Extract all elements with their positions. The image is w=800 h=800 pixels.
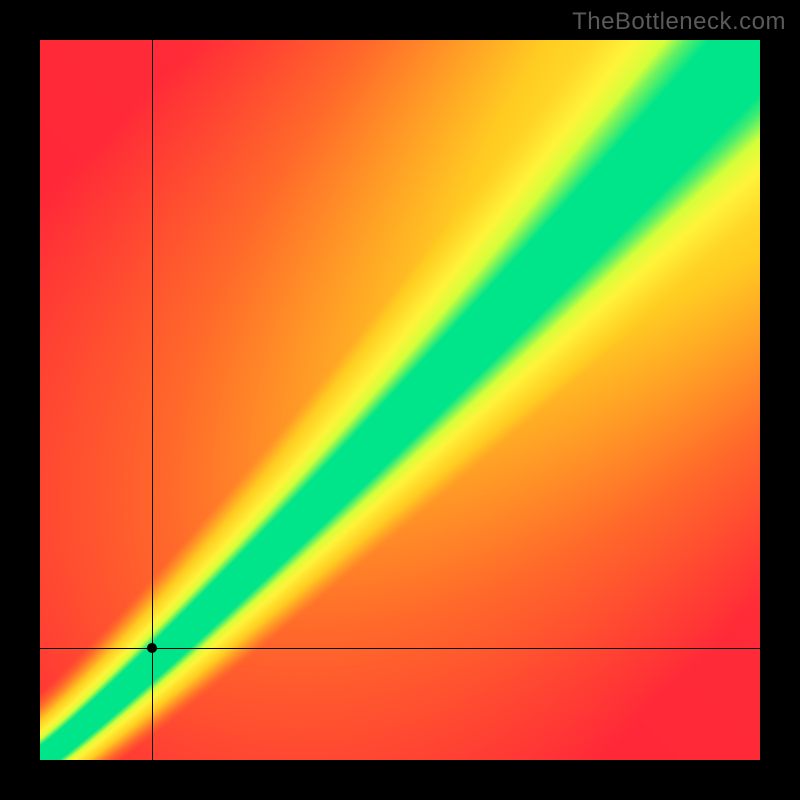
crosshair-marker [147, 643, 157, 653]
bottleneck-heatmap-plot [40, 40, 760, 760]
watermark-text: TheBottleneck.com [572, 8, 786, 36]
